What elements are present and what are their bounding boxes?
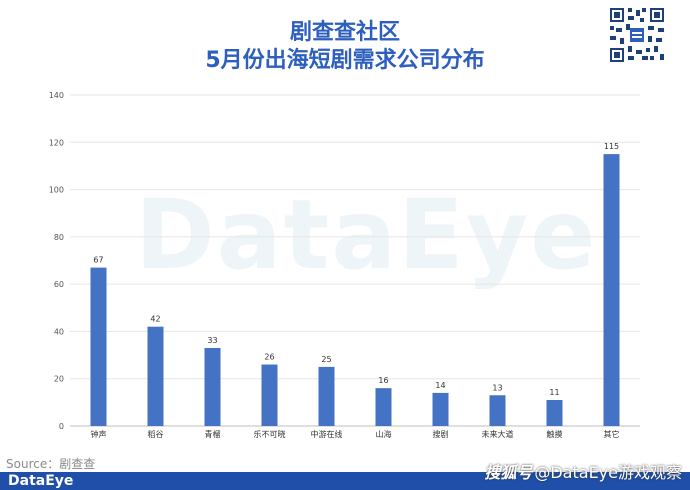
- y-tick-label: 140: [49, 91, 64, 100]
- y-tick-label: 0: [59, 422, 64, 431]
- x-tick-label: 搜剧: [433, 429, 449, 439]
- data-label: 67: [93, 256, 103, 265]
- data-label: 115: [604, 142, 619, 151]
- account-handle: @DataEye游戏观察: [534, 463, 682, 482]
- data-label: 16: [378, 376, 388, 385]
- x-tick-label: 触摸: [547, 429, 563, 439]
- bar: [432, 392, 449, 426]
- y-tick-label: 100: [49, 186, 64, 195]
- x-tick-label: 钟声: [91, 429, 107, 439]
- data-label: 26: [264, 353, 274, 362]
- y-tick-label: 120: [49, 138, 64, 147]
- bar: [147, 326, 164, 426]
- data-label: 13: [492, 383, 502, 392]
- chart-title-line1: 剧查查社区: [289, 20, 400, 45]
- source-note: Source：剧查查: [6, 457, 96, 471]
- x-tick-label: 青榴: [205, 429, 221, 439]
- data-label: 14: [435, 381, 445, 390]
- bar: [204, 347, 221, 426]
- x-tick-label: 其它: [604, 429, 620, 439]
- data-label: 25: [321, 355, 331, 364]
- chart-title-line2: 5月份出海短剧需求公司分布: [205, 48, 485, 73]
- footer-bar: DataEye 搜狐号 @DataEye游戏观察: [0, 463, 690, 490]
- watermark-logo: DataEye: [135, 179, 598, 291]
- bar: [375, 388, 392, 426]
- y-tick-label: 20: [54, 375, 64, 384]
- bar: [546, 399, 563, 426]
- x-tick-label: 山海: [376, 429, 392, 439]
- bar-chart: 0 20 40 60 80 100 120 140 67 钟声 42 稻谷 33 青榴 26 乐不可晓 25 中游…: [49, 91, 640, 439]
- data-label: 11: [549, 388, 559, 397]
- y-tick-label: 80: [54, 233, 64, 242]
- platform-logo: 搜狐号: [484, 463, 533, 482]
- footer-handle: 搜狐号 @DataEye游戏观察: [484, 458, 682, 488]
- x-tick-label: 稻谷: [148, 429, 164, 439]
- bar: [489, 395, 506, 426]
- x-tick-label: 中游在线: [311, 429, 343, 439]
- bar: [318, 366, 335, 426]
- y-tick-label: 60: [54, 280, 64, 289]
- y-tick-label: 40: [54, 327, 64, 336]
- bar: [261, 364, 278, 426]
- bar: [90, 267, 107, 426]
- bar: [603, 154, 620, 426]
- x-tick-label: 未来大道: [482, 429, 514, 439]
- data-label: 33: [207, 336, 217, 345]
- data-label: 42: [150, 315, 160, 324]
- footer-brand: DataEye: [8, 473, 74, 489]
- x-tick-label: 乐不可晓: [254, 429, 286, 439]
- qr-code-icon[interactable]: [608, 6, 666, 64]
